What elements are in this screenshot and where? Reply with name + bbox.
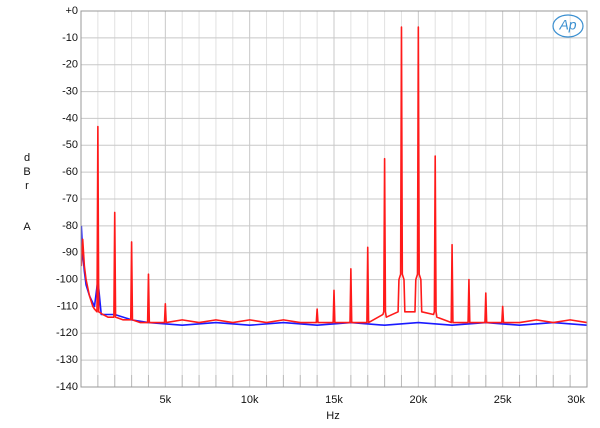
y-axis-label-unit: A <box>23 221 31 233</box>
y-tick-label: -50 <box>62 139 78 151</box>
y-tick-label: -60 <box>62 166 78 178</box>
y-tick-label: -40 <box>62 112 78 124</box>
y-tick-label: -10 <box>62 32 78 44</box>
y-tick-label: -120 <box>56 327 78 339</box>
x-tick-label: 30k <box>567 394 585 406</box>
spectrum-line <box>80 26 588 324</box>
x-tick-label: 20k <box>409 394 427 406</box>
y-tick-label: +0 <box>65 5 78 17</box>
y-tick-label: -70 <box>62 193 78 205</box>
logo: Ap <box>558 17 576 33</box>
y-tick-label: -30 <box>62 85 78 97</box>
x-tick-label: 5k <box>160 394 172 406</box>
y-tick-label: -80 <box>62 220 78 232</box>
logo-ring <box>552 14 584 38</box>
y-tick-label: -140 <box>56 381 78 393</box>
x-tick-label: 10k <box>241 394 259 406</box>
y-tick-label: -130 <box>56 354 78 366</box>
y-tick-label: -110 <box>57 300 78 312</box>
y-tick-label: -90 <box>62 247 78 259</box>
plot-frame <box>80 10 588 388</box>
y-tick-label: -100 <box>56 273 78 285</box>
y-tick-label: -20 <box>62 59 78 71</box>
x-tick-label: 25k <box>494 394 512 406</box>
x-axis-label: Hz <box>326 410 339 422</box>
x-tick-label: 15k <box>325 394 343 406</box>
